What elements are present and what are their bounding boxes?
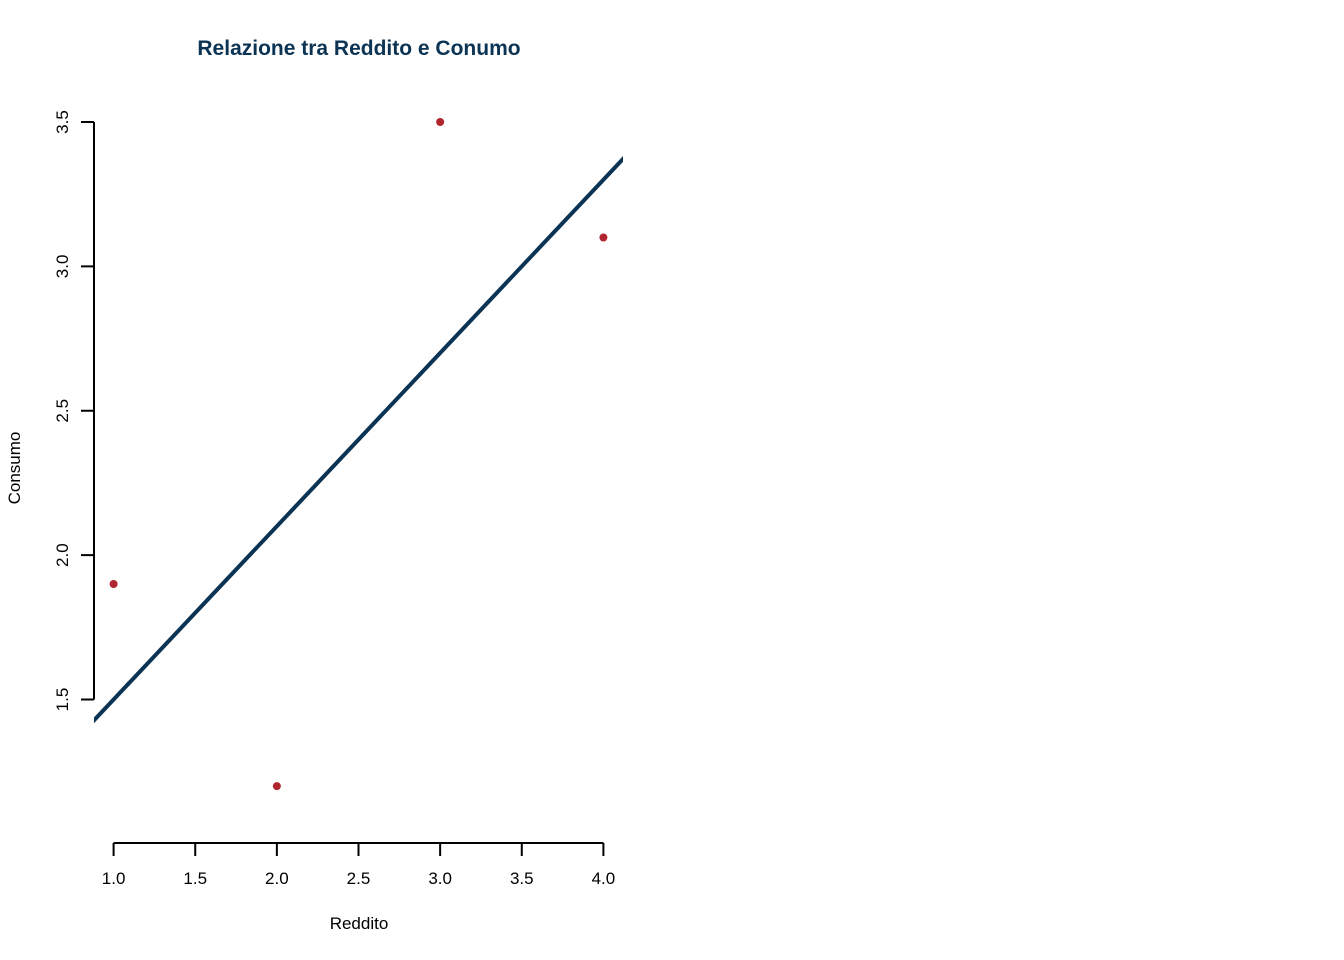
x-tick-label: 3.5: [510, 869, 534, 888]
x-tick-label: 2.0: [265, 869, 289, 888]
data-point: [436, 118, 445, 126]
y-tick-label: 2.5: [53, 399, 72, 423]
x-axis-title: Reddito: [330, 914, 389, 933]
x-tick-label: 1.5: [183, 869, 207, 888]
y-axis-title: Consumo: [5, 432, 24, 505]
x-tick-label: 4.0: [592, 869, 616, 888]
chart-title: Relazione tra Reddito e Conumo: [197, 37, 520, 60]
plot-area: [94, 118, 623, 791]
x-tick-label: 2.5: [347, 869, 371, 888]
data-point: [109, 580, 118, 588]
x-tick-label: 3.0: [428, 869, 452, 888]
data-point: [272, 782, 281, 791]
y-tick-label: 2.0: [53, 543, 72, 567]
y-tick-label: 3.0: [53, 255, 72, 279]
y-axis: 1.5 2.0 2.5 3.0 3.5: [53, 110, 95, 712]
x-tick-label: 1.0: [102, 869, 126, 888]
y-tick-label: 1.5: [53, 688, 72, 712]
x-axis: 1.0 1.5 2.0 2.5 3.0 3.5 4.0: [102, 842, 616, 888]
data-point: [599, 233, 608, 242]
y-tick-label: 3.5: [53, 110, 72, 134]
regression-line: [94, 156, 623, 724]
